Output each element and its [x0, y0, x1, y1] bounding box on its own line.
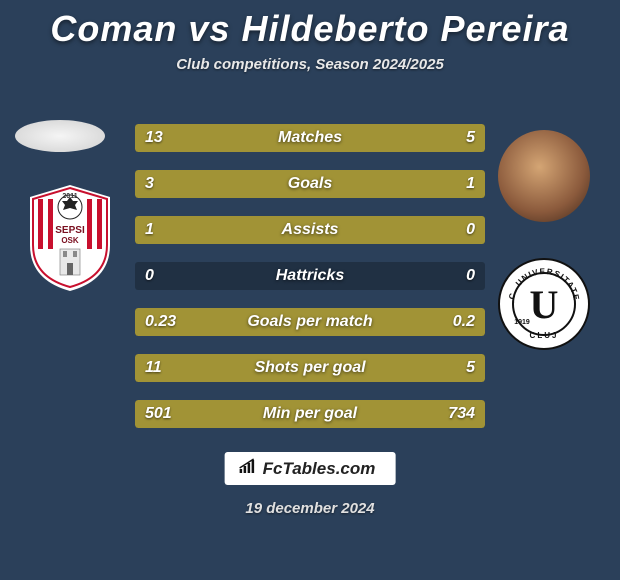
- stat-row: 115Shots per goal: [135, 354, 485, 382]
- stat-row: 501734Min per goal: [135, 400, 485, 428]
- stat-row: 10Assists: [135, 216, 485, 244]
- stat-value-right: 5: [466, 129, 475, 147]
- stat-row: 0 0Hattricks: [135, 262, 485, 290]
- comparison-subtitle: Club competitions, Season 2024/2025: [0, 56, 620, 73]
- stat-value-right: 734: [448, 405, 475, 423]
- watermark-text: FcTables.com: [263, 459, 376, 479]
- stat-value-right: 0.2: [453, 313, 475, 331]
- stat-bar-left: [135, 216, 485, 244]
- stats-container: 135Matches31Goals10Assists00Hattricks0.2…: [135, 124, 485, 446]
- comparison-title: Coman vs Hildeberto Pereira: [0, 0, 620, 50]
- stat-row: 0.230.2Goals per match: [135, 308, 485, 336]
- stat-value-left: 0.23: [145, 313, 176, 331]
- watermark-icon: [239, 458, 257, 479]
- svg-text:CLUJ: CLUJ: [530, 331, 559, 340]
- player1-avatar: [15, 120, 105, 152]
- stat-value-right: 1: [466, 175, 475, 193]
- svg-text:2011: 2011: [62, 193, 77, 200]
- player2-avatar: [498, 130, 590, 222]
- stat-row: 135Matches: [135, 124, 485, 152]
- stat-value-left: 501: [145, 405, 172, 423]
- svg-text:U: U: [530, 282, 559, 327]
- stat-row: 31Goals: [135, 170, 485, 198]
- stat-value-right: 5: [466, 359, 475, 377]
- stat-bar-left: [135, 170, 398, 198]
- stat-value-right: 0: [466, 267, 475, 285]
- svg-text:SEPSI: SEPSI: [55, 225, 85, 236]
- svg-text:1919: 1919: [514, 319, 530, 326]
- stat-value-left: 13: [145, 129, 163, 147]
- stat-value-left: 0: [145, 267, 154, 285]
- team2-logo: F.C. UNIVERSITATEA CLUJ 1919 U: [498, 258, 590, 350]
- stat-value-left: 3: [145, 175, 154, 193]
- team1-logo: SEPSI OSK 2011: [30, 185, 110, 291]
- stat-value-right: 0: [466, 221, 475, 239]
- stat-value-left: 11: [145, 359, 162, 377]
- svg-text:OSK: OSK: [61, 236, 79, 245]
- stat-bar-left: [135, 354, 377, 382]
- watermark-badge: FcTables.com: [225, 452, 396, 485]
- stat-value-left: 1: [145, 221, 154, 239]
- comparison-date: 19 december 2024: [0, 500, 620, 517]
- stat-label: Hattricks: [135, 267, 485, 285]
- stat-bar-left: [135, 124, 387, 152]
